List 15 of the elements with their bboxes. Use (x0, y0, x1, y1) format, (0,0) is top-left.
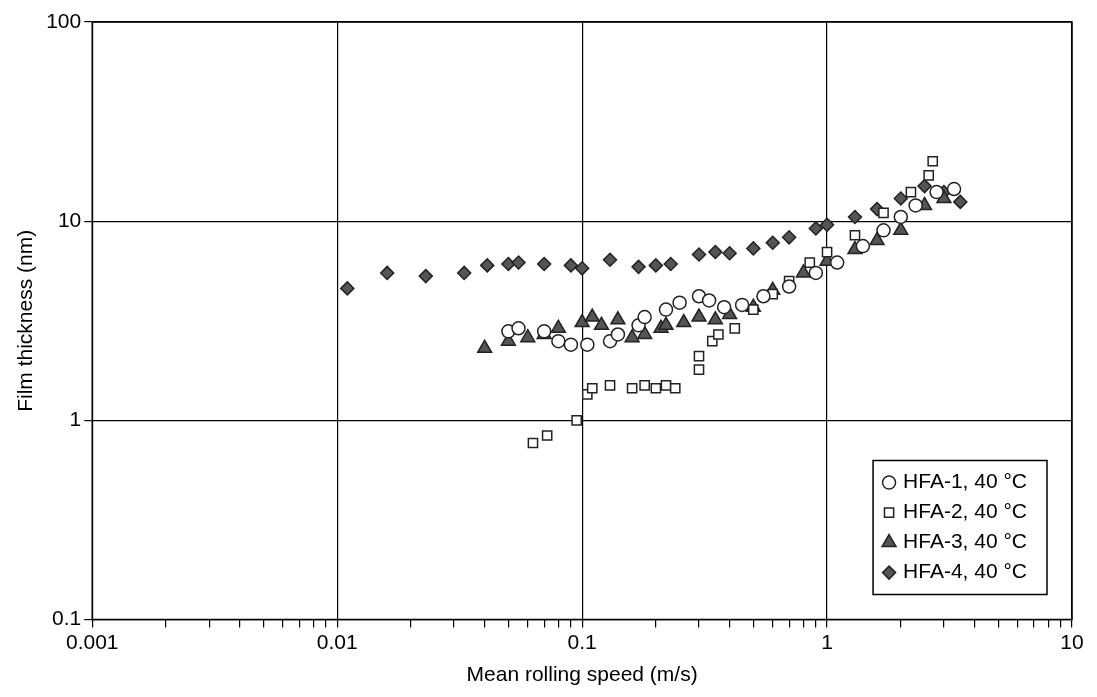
x-tick-label: 0.001 (65, 630, 119, 653)
legend-label: HFA-1, 40 °C (903, 469, 1028, 493)
y-axis-title: Film thickness (nm) (13, 229, 37, 412)
legend-label: HFA-2, 40 °C (903, 499, 1028, 523)
y-tick-label: 10 (57, 208, 82, 231)
x-tick-label: 0.01 (316, 630, 358, 653)
x-tick-label: 1 (821, 630, 833, 653)
x-axis-title: Mean rolling speed (m/s) (466, 662, 698, 686)
y-tick-label: 1 (69, 407, 82, 431)
legend-label: HFA-4, 40 °C (903, 559, 1028, 583)
y-tick-label: 0.1 (52, 606, 82, 630)
y-tick-label: 100 (46, 8, 82, 32)
x-tick-label: 10 (1060, 630, 1084, 653)
x-tick-label: 0.1 (567, 630, 597, 653)
legend-label: HFA-3, 40 °C (903, 529, 1028, 553)
